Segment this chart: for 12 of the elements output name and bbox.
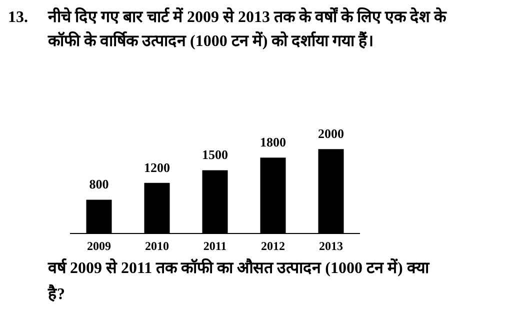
chart-title: 13. नीचे दिए गए बार चार्ट में 2009 से 2013 तक के वर्षों के लिए एक देश के कॉफी के वार्षिक उत्पादन (1000 टन में) को दर्शाया गया हैं। xyxy=(8,9,446,50)
x-tick-label: 2013 xyxy=(319,238,343,253)
x-tick-label: 2009 xyxy=(87,238,111,253)
data-label: 1500 xyxy=(202,147,228,162)
x-tick-label: 2011 xyxy=(203,238,227,253)
x-tick-label: 2012 xyxy=(261,238,285,253)
text: वर्ष 2009 से 2011 तक कॉफी का औसत उत्पादन (1000 टन में) क्या है? xyxy=(48,257,431,305)
data-label: 1200 xyxy=(144,160,170,175)
x-tick-label: 2010 xyxy=(145,238,169,253)
data-label: 2000 xyxy=(318,126,344,141)
data-label: 800 xyxy=(89,176,109,192)
data-label: 1800 xyxy=(260,134,286,150)
